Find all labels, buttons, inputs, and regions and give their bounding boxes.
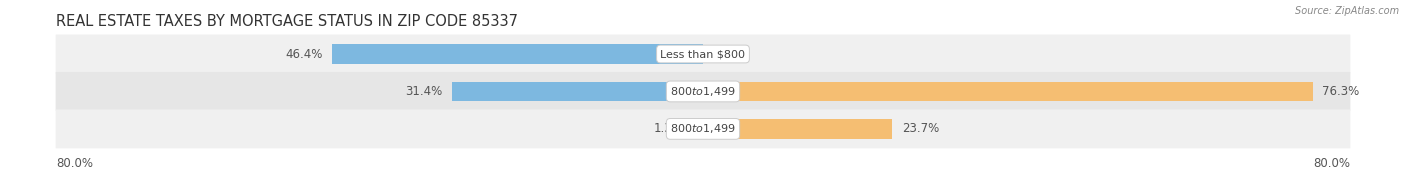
Bar [703,119,893,139]
Bar [703,82,1313,101]
Bar [332,44,703,64]
Text: 46.4%: 46.4% [285,47,323,61]
Text: $800 to $1,499: $800 to $1,499 [671,122,735,135]
Text: 80.0%: 80.0% [1313,157,1350,170]
Text: 23.7%: 23.7% [901,122,939,135]
Bar [453,82,703,101]
Text: 31.4%: 31.4% [405,85,443,98]
Text: 76.3%: 76.3% [1322,85,1360,98]
Text: Source: ZipAtlas.com: Source: ZipAtlas.com [1295,6,1399,16]
Text: Less than $800: Less than $800 [661,49,745,59]
FancyBboxPatch shape [56,109,1350,148]
Text: $800 to $1,499: $800 to $1,499 [671,85,735,98]
FancyBboxPatch shape [56,34,1350,74]
FancyBboxPatch shape [56,72,1350,111]
Text: REAL ESTATE TAXES BY MORTGAGE STATUS IN ZIP CODE 85337: REAL ESTATE TAXES BY MORTGAGE STATUS IN … [56,14,517,29]
Bar [693,119,703,139]
Text: 0.0%: 0.0% [713,47,742,61]
Text: 80.0%: 80.0% [56,157,93,170]
Text: 1.3%: 1.3% [654,122,683,135]
